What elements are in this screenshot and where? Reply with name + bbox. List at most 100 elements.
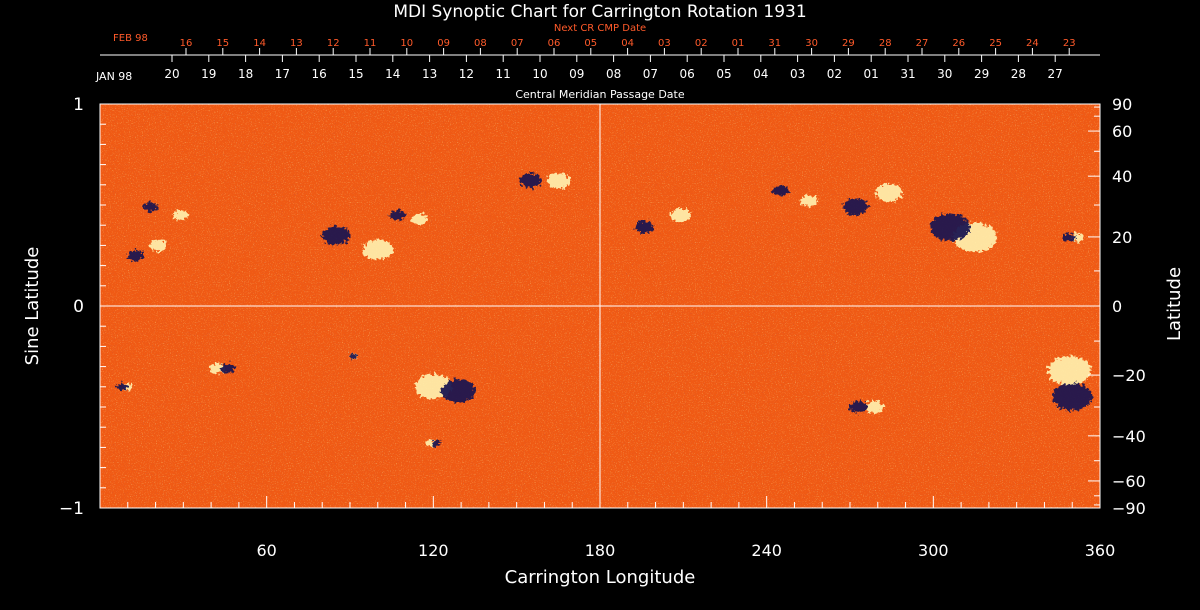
next-cr-date-label: 04 [621,38,634,49]
cmp-month-label: JAN 98 [95,70,132,83]
cmp-date-label: 16 [312,67,327,81]
y-axis-right-label: Latitude [1164,267,1185,341]
positive-polarity-patch [875,183,903,202]
y-right-tick-label: 20 [1112,228,1132,247]
negative-polarity-patch [220,363,235,374]
next-cr-axis-label: Next CR CMP Date [554,23,646,34]
cmp-date-label: 19 [201,67,216,81]
y-right-tick-label: −20 [1112,366,1146,385]
cmp-axis-label: Central Meridian Passage Date [515,88,684,101]
next-cr-date-label: 06 [548,38,561,49]
next-cr-date-label: 25 [989,38,1002,49]
negative-polarity-patch [143,202,157,212]
negative-polarity-patch [1063,233,1076,242]
cmp-date-label: 29 [974,67,989,81]
y-right-tick-label: 60 [1112,122,1132,141]
y-right-tick-label: 90 [1112,95,1132,114]
y-right-tick-label: −90 [1112,499,1146,518]
positive-polarity-patch [865,400,885,414]
cmp-date-label: 06 [680,67,695,81]
cmp-date-axis: 20 19 18 17 16 15 14 13 12 11 10 09 08 07 06 05 04 03 02 01… [100,54,1100,81]
positive-polarity-patch [172,210,189,221]
x-tick-label: 120 [418,541,449,560]
negative-polarity-patch [635,220,654,234]
y-right-tick-label: −60 [1112,472,1146,491]
x-tick-label: 180 [585,541,616,560]
negative-polarity-patch [348,353,357,360]
x-tick-label: 360 [1085,541,1116,560]
next-cr-date-label: 07 [511,38,524,49]
next-cr-date-label: 27 [916,38,929,49]
next-cr-month-label: FEB 98 [113,33,148,44]
positive-polarity-patch [546,172,571,189]
cmp-date-label: 10 [532,67,547,81]
cmp-date-label: 15 [348,67,363,81]
cmp-date-label: 12 [459,67,474,81]
y-axis-left-label: Sine Latitude [22,247,43,366]
next-cr-date-label: 12 [327,38,340,49]
next-cr-date-axis: 16 15 14 13 12 11 10 09 08 07 06 05 04 03 02 01 31 30 29 28… [180,38,1076,55]
positive-polarity-patch [411,213,428,225]
next-cr-date-label: 11 [364,38,377,49]
chart-title: MDI Synoptic Chart for Carrington Rotati… [393,2,806,22]
cmp-date-label: 11 [496,67,511,81]
next-cr-date-label: 29 [842,38,855,49]
cmp-date-label: 28 [1011,67,1026,81]
y-left-tick-label: 0 [73,297,84,317]
active-regions [116,172,1093,447]
x-axis: 60 120 180 240 300 360 [127,496,1116,560]
negative-polarity-patch [116,383,128,391]
cmp-date-label: 31 [900,67,915,81]
cmp-date-label: 07 [643,67,658,81]
next-cr-date-label: 14 [253,38,266,49]
next-cr-date-label: 24 [1026,38,1039,49]
positive-polarity-patch [149,239,167,251]
y-axis-right: 90 60 40 20 0 −20 −40 −60 −90 [1088,95,1146,518]
next-cr-date-label: 31 [768,38,781,49]
negative-polarity-patch [389,209,405,221]
cmp-date-label: 27 [1048,67,1063,81]
next-cr-date-label: 23 [1063,38,1076,49]
cmp-date-label: 03 [790,67,805,81]
cmp-date-label: 08 [606,67,621,81]
next-cr-date-label: 28 [879,38,892,49]
next-cr-date-label: 01 [732,38,745,49]
cmp-date-label: 20 [164,67,179,81]
x-tick-label: 300 [918,541,949,560]
positive-polarity-patch [670,208,691,222]
positive-polarity-patch [362,239,393,260]
cmp-date-label: 14 [385,67,400,81]
y-left-tick-label: 1 [73,95,84,115]
cmp-date-label: 18 [238,67,253,81]
next-cr-date-label: 26 [952,38,965,49]
next-cr-date-label: 08 [474,38,487,49]
next-cr-date-label: 02 [695,38,708,49]
next-cr-date-label: 05 [584,38,597,49]
y-left-tick-label: −1 [59,499,84,519]
negative-polarity-patch [322,225,350,245]
next-cr-date-label: 13 [290,38,303,49]
positive-polarity-patch [209,363,225,374]
cmp-date-label: 17 [275,67,290,81]
x-axis-label: Carrington Longitude [505,567,696,588]
next-cr-date-label: 16 [180,38,193,49]
negative-polarity-patch [128,250,144,261]
cmp-date-label: 30 [937,67,952,81]
y-right-tick-label: 40 [1112,167,1132,186]
negative-polarity-patch [849,401,867,413]
next-cr-date-label: 09 [437,38,450,49]
next-cr-date-label: 03 [658,38,671,49]
x-tick-label: 240 [751,541,782,560]
y-axis-left: 1 0 −1 [59,95,112,519]
y-right-tick-label: −40 [1112,427,1146,446]
x-tick-label: 60 [256,541,276,560]
positive-polarity-patch [1047,356,1092,386]
next-cr-date-label: 10 [400,38,413,49]
cmp-date-label: 02 [827,67,842,81]
cmp-date-label: 09 [569,67,584,81]
cmp-date-label: 05 [716,67,731,81]
negative-polarity-patch [441,379,476,403]
positive-polarity-patch [799,195,817,207]
negative-polarity-patch [929,213,971,241]
